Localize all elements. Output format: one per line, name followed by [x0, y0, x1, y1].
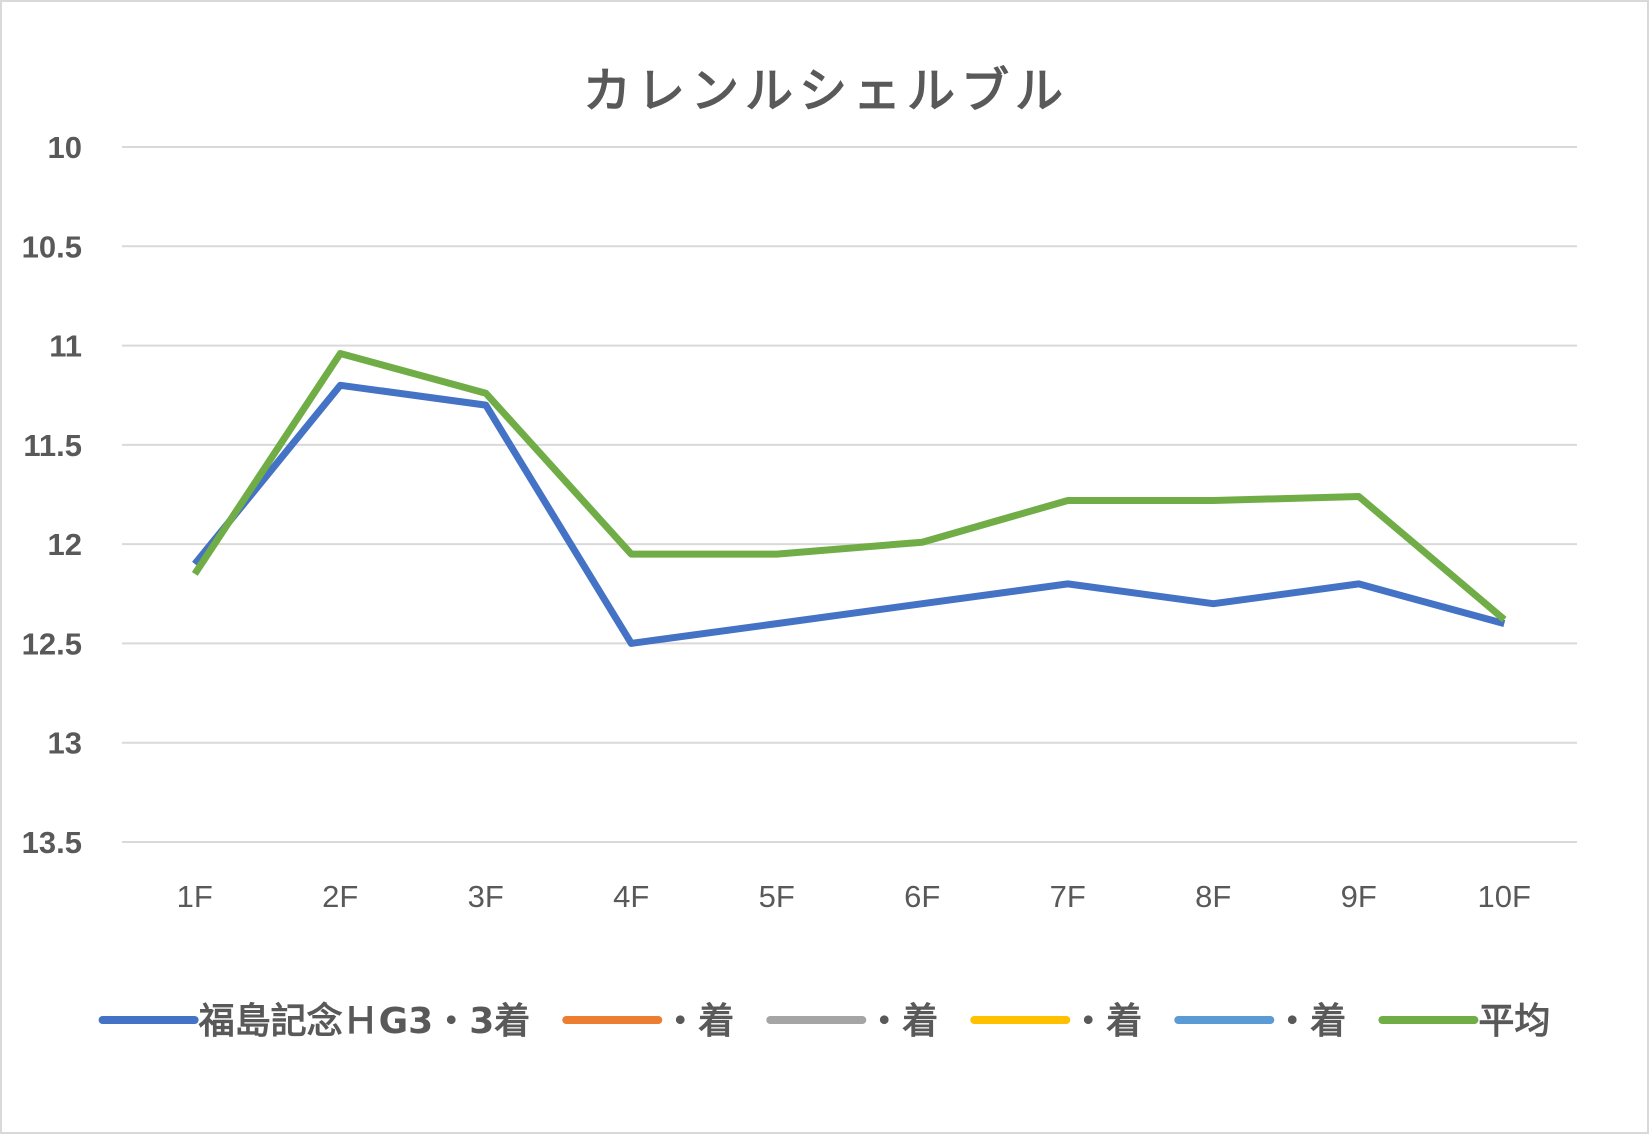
x-axis-ticks: 1F 2F 3F 4F 5F 6F 7F 8F 9F 10F	[177, 879, 1531, 914]
series-line-5	[191, 350, 1507, 623]
legend-label: 福島記念ＨG3・3着	[198, 1000, 531, 1042]
x-tick-label: 9F	[1341, 879, 1377, 914]
series-line-0	[192, 381, 1506, 647]
chart-title: カレンルシェルブル	[583, 63, 1069, 119]
y-tick-label: 10	[48, 130, 82, 165]
x-tick-label: 1F	[177, 879, 213, 914]
legend-item: ・着	[562, 1001, 734, 1042]
legend-label: 平均	[1478, 1001, 1550, 1042]
legend-item: ・着	[766, 1001, 938, 1042]
x-tick-label: 3F	[468, 879, 504, 914]
legend-item: ・着	[1174, 1001, 1346, 1042]
y-tick-label: 10.5	[22, 229, 82, 264]
x-tick-label: 7F	[1050, 879, 1086, 914]
y-tick-label: 11.5	[23, 428, 82, 463]
x-tick-label: 6F	[904, 879, 940, 914]
y-tick-label: 13.5	[22, 825, 82, 860]
x-tick-label: 4F	[613, 879, 649, 914]
legend-item: 福島記念ＨG3・3着	[98, 1000, 531, 1042]
y-axis-ticks: 10 10.5 11 11.5 12 12.5 13 13.5	[22, 130, 82, 860]
y-tick-label: 13	[48, 726, 82, 761]
x-tick-label: 2F	[322, 879, 358, 914]
legend-label: ・着	[662, 1001, 734, 1042]
legend-label: ・着	[1070, 1001, 1142, 1042]
gridlines	[122, 146, 1577, 843]
y-tick-label: 12.5	[22, 626, 82, 661]
x-tick-label: 5F	[759, 879, 795, 914]
x-tick-label: 10F	[1478, 879, 1531, 914]
series-lines	[191, 350, 1507, 647]
legend-item: ・着	[970, 1001, 1142, 1042]
legend: 福島記念ＨG3・3着 ・着 ・着 ・着 ・着 平均	[98, 1000, 1550, 1042]
x-tick-label: 8F	[1195, 879, 1231, 914]
legend-label: ・着	[1274, 1001, 1346, 1042]
legend-label: ・着	[866, 1001, 938, 1042]
y-tick-label: 12	[48, 527, 82, 562]
legend-item: 平均	[1378, 1001, 1550, 1042]
y-tick-label: 11	[49, 329, 82, 364]
